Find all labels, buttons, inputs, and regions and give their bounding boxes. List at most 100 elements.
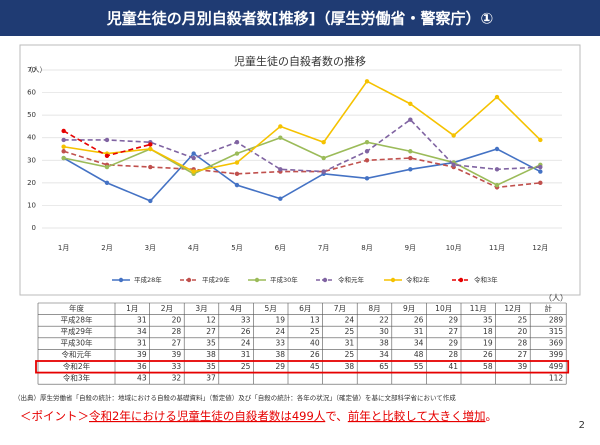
- table-cell: 36: [137, 362, 147, 371]
- table-cell: 41: [448, 362, 458, 371]
- legend-marker: [118, 277, 124, 283]
- legend-label: 令和2年: [406, 275, 430, 284]
- point: [494, 146, 500, 152]
- x-tick-label: 8月: [361, 244, 372, 252]
- table-cell: 19: [483, 339, 493, 348]
- x-tick-label: 6月: [275, 244, 286, 252]
- point: [191, 169, 196, 174]
- y-tick-label: 30: [27, 156, 36, 164]
- table-cell: 38: [206, 350, 216, 359]
- table-header: 1月: [126, 304, 138, 313]
- header-bar: [0, 0, 600, 36]
- table-header: 7月: [334, 304, 346, 313]
- table-header: 5月: [265, 304, 277, 313]
- point: [538, 180, 543, 186]
- table-cell: 26: [414, 315, 424, 324]
- point: [104, 153, 110, 158]
- x-tick-label: 11月: [489, 244, 505, 252]
- legend-marker: [458, 277, 464, 283]
- table-cell: 27: [172, 339, 182, 348]
- y-axis-label: （人）: [26, 66, 47, 74]
- point: [408, 149, 413, 154]
- legend-marker: [186, 277, 192, 283]
- point-part: 。: [485, 409, 497, 423]
- table-row-label: 令和2年: [63, 361, 91, 371]
- point: [278, 167, 283, 172]
- point: [494, 94, 500, 100]
- table-cell: 27: [206, 327, 216, 336]
- table-row-label: 平成29年: [60, 326, 93, 336]
- point-part: で、: [325, 409, 348, 423]
- table-header: 3月: [195, 304, 207, 313]
- table-cell: 315: [549, 327, 564, 336]
- table-cell: 30: [379, 327, 389, 336]
- table-cell: 20: [172, 315, 182, 324]
- legend-label: 平成30年: [270, 275, 298, 284]
- table-cell: 28: [518, 339, 528, 348]
- table-cell: 112: [549, 373, 564, 382]
- point: [538, 137, 543, 143]
- point: [321, 140, 326, 145]
- table-cell: 35: [483, 315, 493, 324]
- table-cell: 31: [241, 350, 251, 359]
- point: [148, 164, 153, 170]
- point: [364, 140, 370, 145]
- legend-marker: [322, 277, 328, 283]
- table-header: 12月: [504, 304, 521, 313]
- table-cell: 24: [241, 339, 251, 348]
- table-cell: 39: [172, 350, 182, 359]
- table-cell: 38: [345, 362, 355, 371]
- point: [278, 135, 283, 140]
- table-row-label: 令和元年: [62, 349, 92, 359]
- point: [321, 155, 326, 161]
- table-cell: 65: [379, 362, 389, 371]
- point: [538, 169, 543, 174]
- table-cell: 13: [310, 315, 320, 324]
- point: [234, 171, 240, 177]
- point: [451, 133, 456, 138]
- point-text: ＜ポイント＞令和2年における児童生徒の自殺者数は499人で、前年と比較して大きく…: [20, 409, 497, 423]
- x-tick-label: 4月: [188, 244, 199, 252]
- table-cell: 25: [241, 362, 251, 371]
- table-cell: 25: [310, 327, 320, 336]
- x-tick-label: 9月: [405, 244, 416, 252]
- table-cell: 289: [549, 315, 564, 324]
- table-cell: 31: [414, 327, 424, 336]
- point: [364, 149, 370, 154]
- table-cell: 39: [137, 350, 147, 359]
- point: [61, 149, 66, 154]
- table-cell: 499: [549, 362, 564, 371]
- table-unit: （人）: [544, 294, 568, 303]
- table-cell: 38: [275, 350, 285, 359]
- table-row-label: 平成30年: [60, 338, 93, 348]
- table-cell: 29: [448, 339, 458, 348]
- table-cell: 25: [518, 315, 528, 324]
- point: [234, 140, 240, 145]
- table-cell: 25: [345, 350, 355, 359]
- table-cell: 26: [310, 350, 320, 359]
- y-tick-label: 40: [27, 134, 36, 142]
- table-cell: 28: [448, 350, 458, 359]
- table-cell: 27: [448, 327, 458, 336]
- table-cell: 35: [206, 362, 216, 371]
- y-tick-label: 70: [27, 66, 36, 74]
- table-header: 年度: [69, 303, 84, 313]
- point: [494, 167, 500, 172]
- y-tick-label: 20: [27, 179, 36, 187]
- x-tick-label: 2月: [101, 244, 112, 252]
- table-cell: 34: [379, 350, 389, 359]
- point: [191, 151, 196, 156]
- table-header: 2月: [161, 304, 173, 313]
- table-cell: 27: [518, 350, 528, 359]
- point: [321, 169, 326, 174]
- table-cell: 29: [448, 315, 458, 324]
- table-cell: 369: [549, 339, 564, 348]
- table-cell: 34: [137, 327, 147, 336]
- x-tick-label: 1月: [58, 244, 69, 252]
- point: [278, 124, 283, 129]
- point: [148, 146, 153, 152]
- x-tick-label: 10月: [446, 244, 462, 252]
- table-cell: 31: [137, 339, 147, 348]
- point-part: 前年と比較して大きく増加: [348, 409, 486, 423]
